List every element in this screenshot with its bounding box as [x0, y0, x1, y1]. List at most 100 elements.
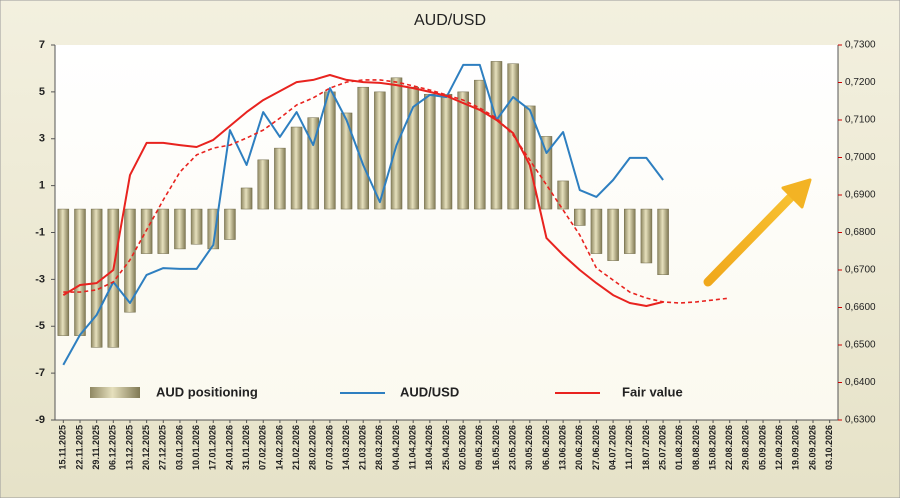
- bar: [240, 187, 253, 210]
- bar: [274, 147, 286, 210]
- y2-tick-label: 0,6900: [845, 190, 876, 201]
- x-tick-label: 06.06.2026: [541, 425, 551, 470]
- x-tick-label: 08.08.2026: [691, 425, 701, 470]
- x-tick-label: 10.01.2026: [191, 425, 201, 470]
- x-tick-label: 20.12.2025: [141, 425, 151, 470]
- x-tick-label: 17.01.2026: [208, 425, 218, 470]
- y-tick-label: 7: [39, 39, 45, 51]
- x-tick-label: 05.09.2026: [757, 425, 767, 470]
- x-tick-label: 13.12.2025: [124, 425, 134, 470]
- x-tick-label: 16.05.2026: [491, 425, 501, 470]
- x-tick-label: 15.08.2026: [707, 425, 717, 470]
- y2-tick-label: 0,7200: [845, 77, 876, 88]
- bar: [174, 208, 186, 250]
- bar: [440, 93, 453, 210]
- y2-tick-label: 0,7300: [845, 40, 876, 51]
- bar: [324, 91, 336, 210]
- bar: [640, 208, 653, 264]
- bar: [607, 208, 619, 261]
- x-tick-label: 18.07.2026: [641, 425, 651, 470]
- bar: [574, 208, 586, 226]
- x-tick-label: 02.05.2026: [458, 425, 468, 470]
- x-tick-label: 11.04.2026: [408, 425, 418, 470]
- x-tick-label: 04.07.2026: [607, 425, 617, 470]
- bar: [57, 208, 70, 336]
- x-tick-label: 03.01.2026: [174, 425, 184, 470]
- y-tick-label: -9: [35, 414, 45, 426]
- bar: [157, 208, 170, 254]
- bar: [624, 208, 636, 254]
- bar: [90, 208, 103, 348]
- x-tick-label: 21.02.2026: [291, 425, 301, 470]
- bar: [407, 86, 419, 210]
- y2-tick-label: 0,6700: [845, 265, 876, 276]
- bar: [474, 79, 486, 210]
- y2-tick-label: 0,7000: [845, 152, 876, 163]
- x-tick-label: 30.05.2026: [524, 425, 534, 470]
- x-tick-label: 13.06.2026: [557, 425, 567, 470]
- x-tick-label: 07.02.2026: [258, 425, 268, 470]
- x-tick-label: 18.04.2026: [424, 425, 434, 470]
- line: [62, 74, 664, 307]
- chart-title: AUD/USD: [414, 12, 486, 29]
- y-tick-label: 3: [39, 133, 45, 145]
- y-tick-label: -1: [35, 226, 45, 238]
- y2-tick-label: 0,6500: [845, 340, 876, 351]
- x-tick-label: 29.11.2025: [91, 425, 101, 470]
- y2-tick-label: 0,6600: [845, 302, 876, 313]
- bar: [590, 208, 603, 254]
- x-tick-label: 14.02.2026: [274, 425, 284, 470]
- x-tick-label: 11.07.2026: [624, 425, 634, 470]
- bar: [224, 208, 236, 240]
- x-tick-label: 25.07.2026: [657, 425, 667, 470]
- y-tick-label: 1: [39, 180, 45, 192]
- annotation-arrow: [703, 178, 812, 287]
- bar: [257, 159, 269, 210]
- x-tick-label: 21.03.2026: [358, 425, 368, 470]
- bar: [107, 208, 120, 348]
- bar: [340, 112, 353, 210]
- bar: [540, 136, 553, 210]
- y2-tick-label: 0,6800: [845, 227, 876, 238]
- x-tick-label: 28.03.2026: [374, 425, 384, 470]
- bar: [357, 86, 369, 210]
- bar: [457, 91, 469, 210]
- y2-tick-label: 0,6400: [845, 377, 876, 388]
- x-tick-label: 20.06.2026: [574, 425, 584, 470]
- bar: [557, 180, 569, 210]
- x-tick-label: 07.03.2026: [324, 425, 334, 470]
- x-tick-label: 23.05.2026: [508, 425, 518, 470]
- bar: [74, 208, 86, 336]
- x-tick-label: 26.09.2026: [807, 425, 817, 470]
- x-tick-label: 19.09.2026: [791, 425, 801, 470]
- x-tick-label: 27.06.2026: [591, 425, 601, 470]
- x-tick-label: 28.02.2026: [308, 425, 318, 470]
- bar: [290, 126, 303, 210]
- x-tick-label: 24.01.2026: [224, 425, 234, 470]
- y-tick-label: -3: [35, 273, 45, 285]
- legend-label: AUD positioning: [156, 384, 258, 399]
- x-tick-label: 03.10.2026: [824, 425, 834, 470]
- bar: [207, 208, 220, 250]
- bar: [307, 117, 319, 210]
- x-tick-label: 15.11.2025: [58, 425, 68, 470]
- legend-label: AUD/USD: [400, 384, 459, 399]
- y-tick-label: -5: [35, 320, 45, 332]
- x-tick-label: 06.12.2025: [108, 425, 118, 470]
- x-tick-label: 25.04.2026: [441, 425, 451, 470]
- y2-tick-label: 0,6300: [845, 415, 876, 426]
- line: [62, 63, 664, 366]
- bar: [524, 105, 536, 210]
- x-tick-label: 27.12.2025: [158, 425, 168, 470]
- x-tick-label: 31.01.2026: [241, 425, 251, 470]
- legend-label: Fair value: [622, 384, 683, 399]
- y2-tick-label: 0,7100: [845, 115, 876, 126]
- dashed-line: [63, 79, 730, 304]
- bar: [374, 91, 386, 210]
- x-tick-label: 29.08.2026: [741, 425, 751, 470]
- x-tick-label: 04.04.2026: [391, 425, 401, 470]
- x-tick-label: 22.08.2026: [724, 425, 734, 470]
- legend-swatch: [90, 387, 140, 398]
- y-tick-label: 5: [39, 86, 45, 98]
